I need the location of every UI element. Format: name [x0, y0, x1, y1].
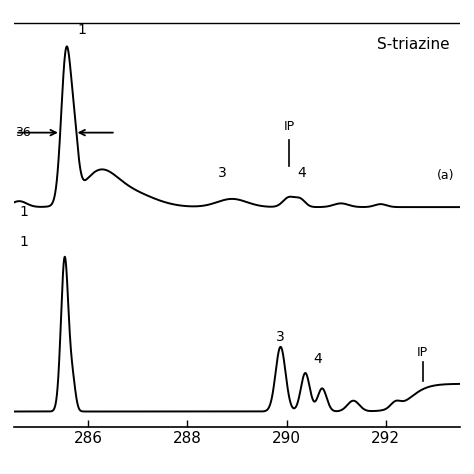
Text: 1: 1 — [19, 205, 28, 219]
Text: 3: 3 — [218, 166, 227, 180]
Text: 4: 4 — [297, 166, 306, 180]
Text: 3: 3 — [276, 329, 285, 344]
Text: 1: 1 — [77, 23, 86, 36]
Text: (a): (a) — [438, 169, 455, 182]
Text: 1: 1 — [19, 235, 28, 249]
Text: S-triazine: S-triazine — [377, 36, 450, 52]
Text: 36: 36 — [15, 126, 31, 139]
Text: 4: 4 — [314, 352, 322, 366]
Text: IP: IP — [283, 119, 294, 133]
Text: IP: IP — [417, 346, 428, 359]
